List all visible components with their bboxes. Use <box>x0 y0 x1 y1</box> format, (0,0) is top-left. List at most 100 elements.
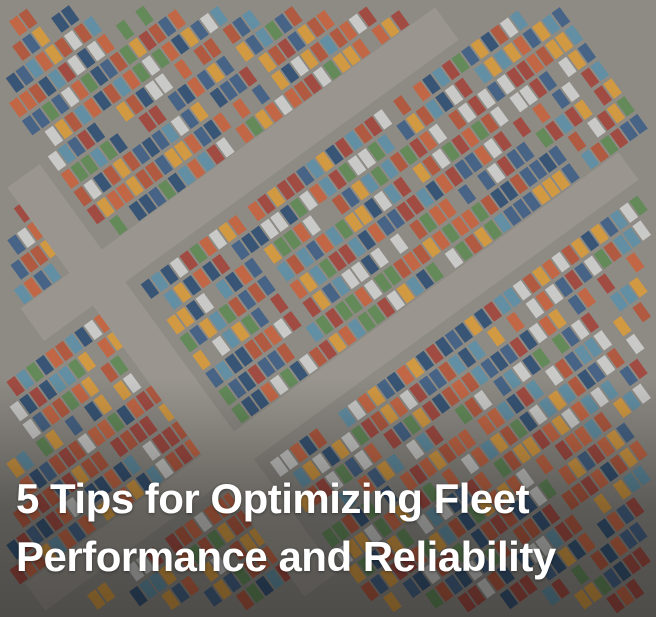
container <box>486 407 506 429</box>
container <box>428 123 448 145</box>
container <box>125 175 145 197</box>
container <box>554 521 574 543</box>
container <box>227 296 247 318</box>
container <box>528 322 548 344</box>
container <box>612 560 632 582</box>
container <box>155 458 174 479</box>
container <box>174 444 194 465</box>
container <box>70 464 90 486</box>
container <box>561 81 580 103</box>
container <box>390 10 410 31</box>
container <box>213 497 232 519</box>
container-block <box>7 202 62 305</box>
container <box>412 244 432 265</box>
container <box>606 511 626 532</box>
container <box>435 173 454 194</box>
container <box>354 286 373 307</box>
container <box>12 507 32 528</box>
container <box>231 403 250 424</box>
container <box>334 137 354 158</box>
container <box>421 400 441 421</box>
container <box>318 176 338 197</box>
container <box>428 368 448 389</box>
container <box>208 229 228 250</box>
container <box>600 134 619 156</box>
container <box>603 567 622 589</box>
container <box>596 273 616 294</box>
container <box>532 265 551 287</box>
container <box>538 397 558 418</box>
container <box>396 119 415 141</box>
container <box>148 104 167 126</box>
container <box>347 399 367 421</box>
container <box>473 553 493 574</box>
container <box>348 13 368 35</box>
container <box>213 579 232 600</box>
container <box>457 510 477 531</box>
container <box>125 479 145 500</box>
container <box>25 58 44 79</box>
article-title[interactable]: 5 Tips for Optimizing Fleet Performance … <box>16 470 556 586</box>
container <box>122 454 142 476</box>
container <box>292 222 312 243</box>
container <box>454 77 474 99</box>
container <box>593 411 613 433</box>
container <box>538 152 558 173</box>
container <box>421 481 441 503</box>
container <box>140 278 160 299</box>
container <box>184 437 203 458</box>
container <box>299 353 318 375</box>
container <box>255 575 274 597</box>
container <box>493 457 512 478</box>
container <box>366 467 386 488</box>
container <box>525 297 545 319</box>
container <box>277 38 297 59</box>
container <box>347 155 367 176</box>
container <box>260 381 279 403</box>
container <box>293 80 313 102</box>
container <box>496 563 516 585</box>
container <box>282 229 302 250</box>
container <box>483 301 503 322</box>
container <box>8 97 28 118</box>
container <box>415 187 435 208</box>
container <box>499 343 519 365</box>
container <box>596 354 616 376</box>
container <box>392 421 412 442</box>
container <box>102 165 122 186</box>
container <box>321 282 341 304</box>
container <box>138 193 157 215</box>
container <box>561 489 580 511</box>
container <box>276 342 296 364</box>
container <box>325 144 344 165</box>
container <box>460 208 480 230</box>
container <box>486 162 506 184</box>
container <box>145 546 165 568</box>
container <box>609 127 629 149</box>
container <box>244 257 263 279</box>
container <box>509 418 529 439</box>
container <box>89 147 109 168</box>
container <box>603 78 622 99</box>
container <box>412 488 431 510</box>
container <box>247 200 267 222</box>
container <box>67 521 87 543</box>
container <box>77 433 97 454</box>
container <box>93 475 113 497</box>
container <box>73 22 93 44</box>
container <box>276 261 296 282</box>
container <box>179 250 199 271</box>
container <box>544 283 564 305</box>
container <box>412 162 432 184</box>
container <box>554 31 574 53</box>
container <box>557 546 577 567</box>
container <box>392 503 412 524</box>
container <box>386 534 406 556</box>
container <box>250 225 270 247</box>
container <box>567 131 587 152</box>
container <box>311 453 331 474</box>
container <box>583 418 603 440</box>
container <box>422 237 441 258</box>
